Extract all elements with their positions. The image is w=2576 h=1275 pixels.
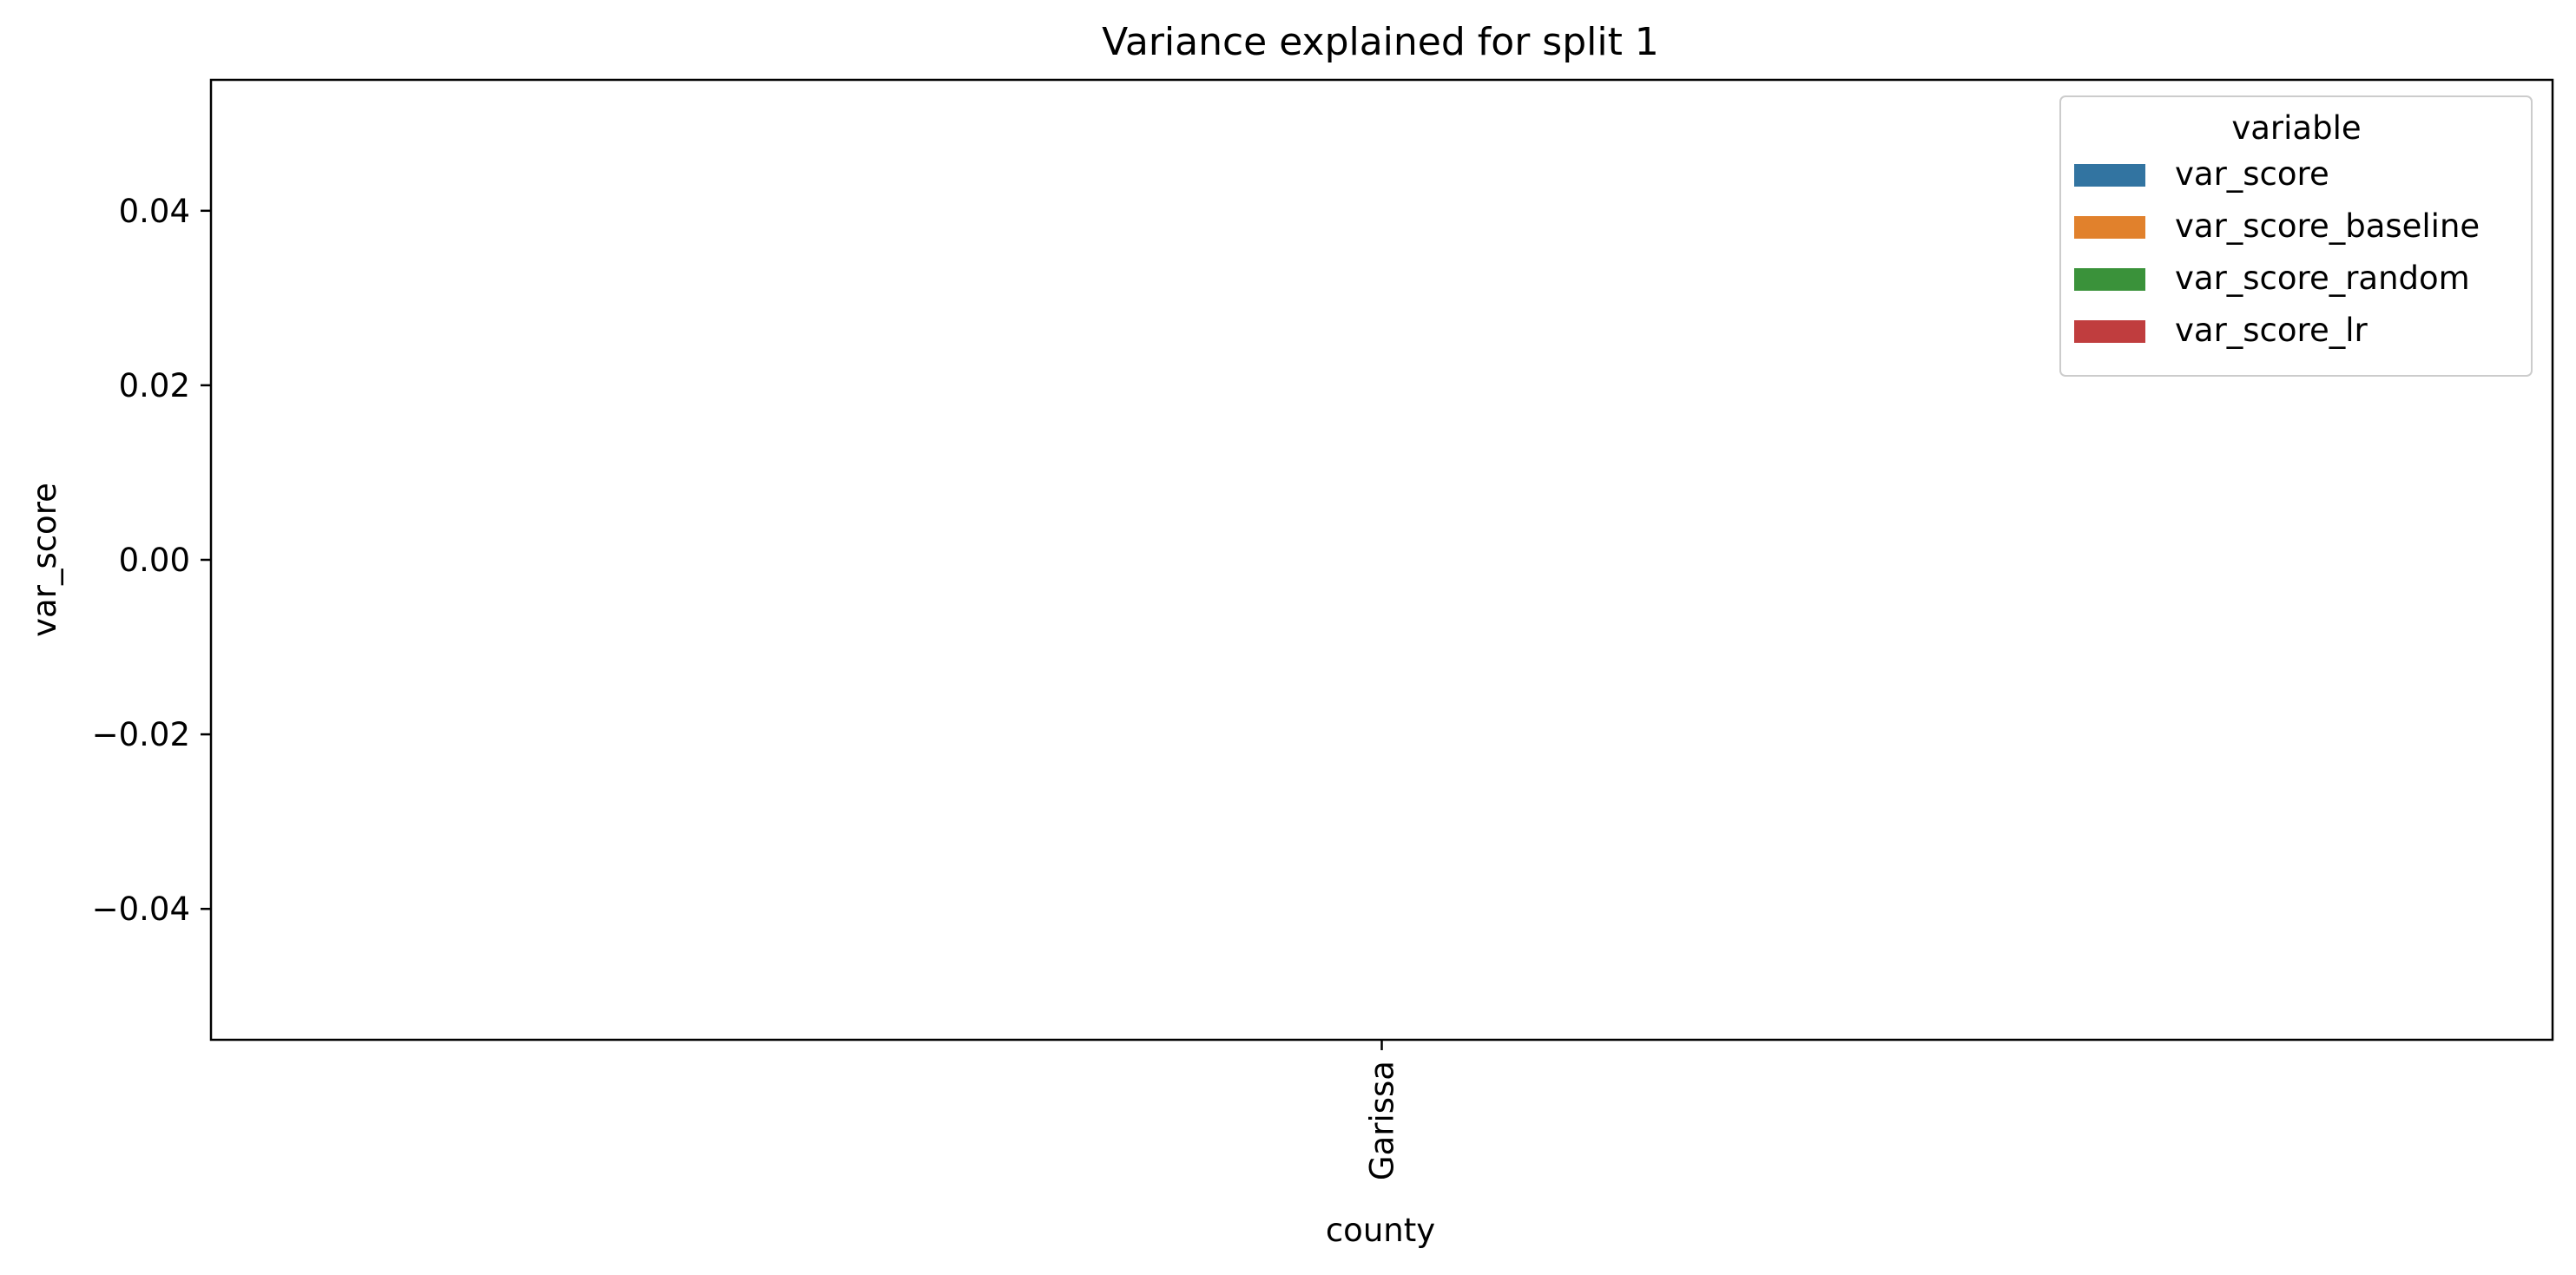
legend-entries: var_score var_score_baseline var_score_ran… xyxy=(2074,155,2480,349)
y-axis-label: var_score xyxy=(26,483,63,637)
legend-swatch xyxy=(2074,320,2145,343)
y-tick-label: 0.02 xyxy=(119,367,190,404)
legend-entry-label: var_score_baseline xyxy=(2175,207,2480,245)
x-axis-label: county xyxy=(1326,1212,1435,1249)
legend-title: variable xyxy=(2231,109,2361,147)
y-tick-label: −0.04 xyxy=(92,891,190,928)
x-axis: Garissa xyxy=(1364,1040,1401,1180)
legend: variable var_scorevar_score_baselinevar_… xyxy=(2059,95,2533,377)
legend-entry-label: var_score_lr xyxy=(2175,312,2368,349)
legend-frame xyxy=(2059,95,2533,377)
y-axis: −0.04 −0.02 0.00 0.02 0.04 xyxy=(92,193,211,928)
legend-swatch xyxy=(2074,164,2145,187)
y-tick-label: 0.04 xyxy=(119,193,190,230)
y-tick-label: 0.00 xyxy=(119,542,190,579)
y-tick-label: −0.02 xyxy=(92,716,190,753)
legend-entry-label: var_score_random xyxy=(2175,260,2470,297)
legend-swatch xyxy=(2074,216,2145,239)
legend-entry-label: var_score xyxy=(2175,155,2329,193)
chart-title: Variance explained for split 1 xyxy=(1102,20,1659,64)
x-tick-label: Garissa xyxy=(1364,1061,1401,1180)
legend-swatch xyxy=(2074,268,2145,291)
